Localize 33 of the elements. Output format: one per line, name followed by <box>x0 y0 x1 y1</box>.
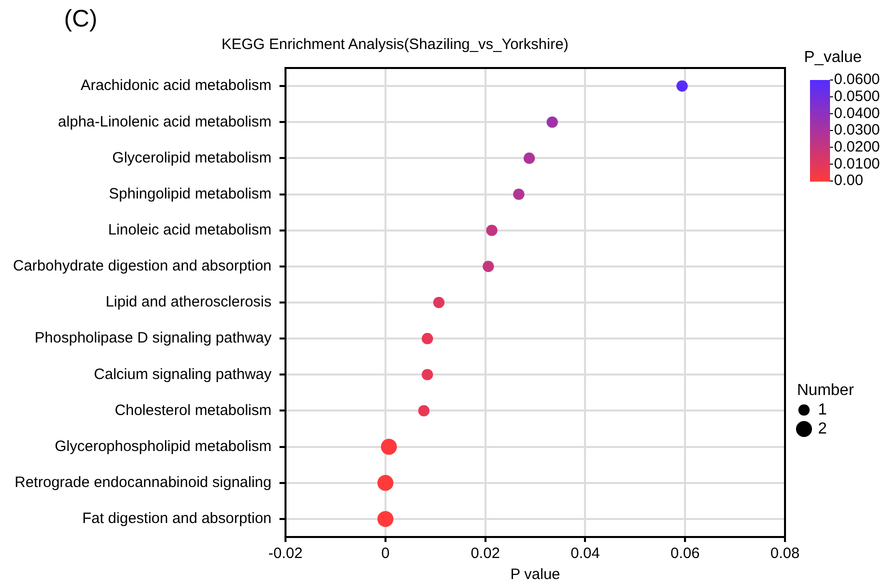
y-tick-label: Cholesterol metabolism <box>114 402 272 419</box>
color-bar-label: 0.0400 <box>834 104 880 122</box>
y-tick-label: Carbohydrate digestion and absorption <box>12 258 272 275</box>
y-tick-label: Glycerolipid metabolism <box>112 149 272 166</box>
x-tick-label: 0.02 <box>470 545 500 562</box>
x-tick-label: 0.08 <box>770 545 800 562</box>
color-bar-title: P_value <box>804 49 862 66</box>
color-bar-label: 0.0200 <box>834 138 880 156</box>
y-tick-label: alpha-Linolenic acid metabolism <box>58 113 272 130</box>
y-tick-label: Glycerophospholipid metabolism <box>54 438 272 455</box>
color-bar-label: 0.0600 <box>834 71 880 88</box>
y-tick-label: Sphingolipid metabolism <box>108 185 272 202</box>
y-tick-label: Linoleic acid metabolism <box>108 221 272 238</box>
color-bar-label: 0.00 <box>834 172 864 190</box>
x-tick-label: 0.04 <box>570 545 600 562</box>
color-bar-label: 0.0300 <box>834 122 880 139</box>
color-bar-label: 0.0100 <box>834 155 880 172</box>
chart-title: KEGG Enrichment Analysis(Shaziling_vs_Yorkshire) <box>221 36 569 54</box>
x-tick-label: 0 <box>381 545 390 562</box>
color-bar-label: 0.0500 <box>834 88 880 105</box>
x-axis-title: P value <box>510 566 560 584</box>
y-tick-label: Calcium signaling pathway <box>94 366 272 383</box>
legend-title: Number <box>797 382 855 399</box>
x-tick-label: 0.06 <box>670 545 700 562</box>
y-tick-label: Lipid and atherosclerosis <box>106 294 272 311</box>
y-tick-label: Retrograde endocannabinoid signaling <box>14 474 272 492</box>
legend-label: 2 <box>818 420 827 438</box>
y-tick-label: Fat digestion and absorption <box>82 510 272 528</box>
x-tick-label: -0.02 <box>268 545 303 562</box>
y-tick-label: Phospholipase D signaling pathway <box>34 330 272 347</box>
y-tick-label: Arachidonic acid metabolism <box>80 77 272 94</box>
text: (C) <box>64 6 98 33</box>
legend-label: 1 <box>818 401 827 418</box>
